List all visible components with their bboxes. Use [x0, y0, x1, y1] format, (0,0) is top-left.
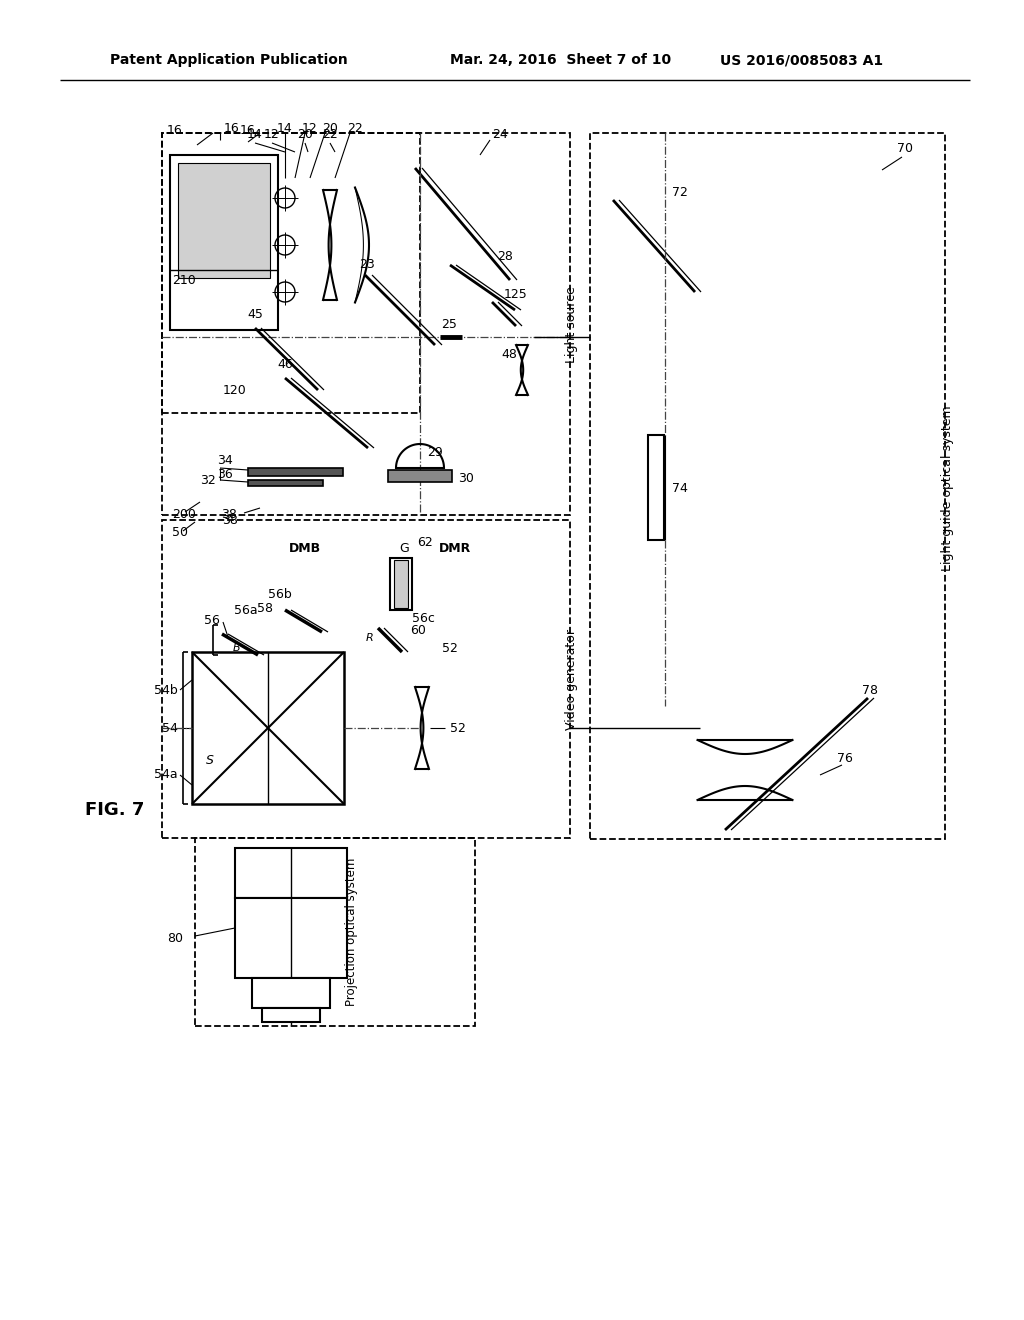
Bar	[234, 847, 347, 898]
Text: 62: 62	[417, 536, 433, 549]
Text: DMB: DMB	[289, 541, 322, 554]
Bar	[390, 558, 412, 610]
Bar	[162, 520, 570, 838]
Text: 22: 22	[347, 121, 362, 135]
Text: 72: 72	[672, 186, 688, 198]
Text: 20: 20	[297, 128, 313, 141]
Bar	[248, 480, 323, 486]
Bar	[248, 469, 343, 477]
Text: 70: 70	[897, 141, 913, 154]
Text: S: S	[206, 754, 214, 767]
Text: 23: 23	[359, 259, 375, 272]
Text: 16: 16	[224, 121, 240, 135]
Text: 54: 54	[162, 722, 178, 734]
Text: 16: 16	[167, 124, 183, 136]
Text: 50: 50	[172, 527, 188, 540]
Text: 78: 78	[862, 684, 878, 697]
Bar	[394, 560, 408, 609]
Text: 60: 60	[410, 623, 426, 636]
Bar	[195, 838, 475, 1026]
Text: 34: 34	[217, 454, 233, 466]
Text: 74: 74	[672, 482, 688, 495]
Text: Light source: Light source	[565, 286, 579, 363]
Text: Mar. 24, 2016  Sheet 7 of 10: Mar. 24, 2016 Sheet 7 of 10	[450, 53, 671, 67]
Text: 30: 30	[458, 471, 474, 484]
Text: FIG. 7: FIG. 7	[85, 801, 144, 818]
Text: 12: 12	[302, 121, 317, 135]
Text: R: R	[367, 634, 374, 643]
Text: Projection optical system: Projection optical system	[345, 858, 358, 1006]
Text: 125: 125	[504, 289, 528, 301]
Bar	[590, 133, 945, 840]
Text: 56a: 56a	[234, 603, 258, 616]
Text: 12: 12	[264, 128, 280, 141]
Text: 46: 46	[278, 359, 293, 371]
Text: 56c: 56c	[412, 611, 435, 624]
Text: 54b: 54b	[155, 684, 178, 697]
Bar	[262, 1008, 319, 1022]
Text: Light guide optical system: Light guide optical system	[941, 405, 954, 570]
Text: 14: 14	[278, 121, 293, 135]
Text: 48: 48	[501, 348, 517, 362]
Bar	[170, 154, 278, 330]
Bar	[388, 470, 452, 482]
Text: 32: 32	[200, 474, 216, 487]
Bar	[178, 162, 270, 279]
Text: B: B	[233, 643, 241, 653]
Text: 200: 200	[172, 507, 196, 520]
Text: Video generator: Video generator	[565, 630, 579, 730]
Text: 20: 20	[323, 121, 338, 135]
Text: 80: 80	[167, 932, 183, 945]
Text: 25: 25	[441, 318, 457, 331]
Text: 52: 52	[450, 722, 466, 734]
Text: 58: 58	[257, 602, 273, 615]
Text: G: G	[399, 541, 409, 554]
Text: 14: 14	[247, 128, 263, 141]
Bar	[234, 898, 347, 978]
Text: 22: 22	[323, 128, 338, 141]
Bar	[648, 436, 664, 540]
Text: 56: 56	[204, 614, 220, 627]
Text: DMR: DMR	[439, 541, 471, 554]
Bar	[193, 652, 344, 804]
Text: 16: 16	[240, 124, 256, 136]
Bar	[162, 133, 420, 413]
Text: 24: 24	[492, 128, 508, 141]
Text: 210: 210	[172, 273, 196, 286]
Text: 36: 36	[217, 469, 233, 482]
Text: 54a: 54a	[155, 768, 178, 781]
Text: 28: 28	[497, 249, 513, 263]
Text: 76: 76	[837, 751, 853, 764]
Bar	[162, 133, 570, 515]
Bar	[252, 978, 330, 1008]
Text: 45: 45	[247, 309, 263, 322]
Text: 56b: 56b	[268, 589, 292, 602]
Text: 52: 52	[442, 642, 458, 655]
Text: US 2016/0085083 A1: US 2016/0085083 A1	[720, 53, 883, 67]
Text: 120: 120	[223, 384, 247, 396]
Text: 38: 38	[222, 513, 238, 527]
Text: 29: 29	[427, 446, 442, 458]
Text: Patent Application Publication: Patent Application Publication	[110, 53, 348, 67]
Text: 38: 38	[221, 508, 237, 521]
